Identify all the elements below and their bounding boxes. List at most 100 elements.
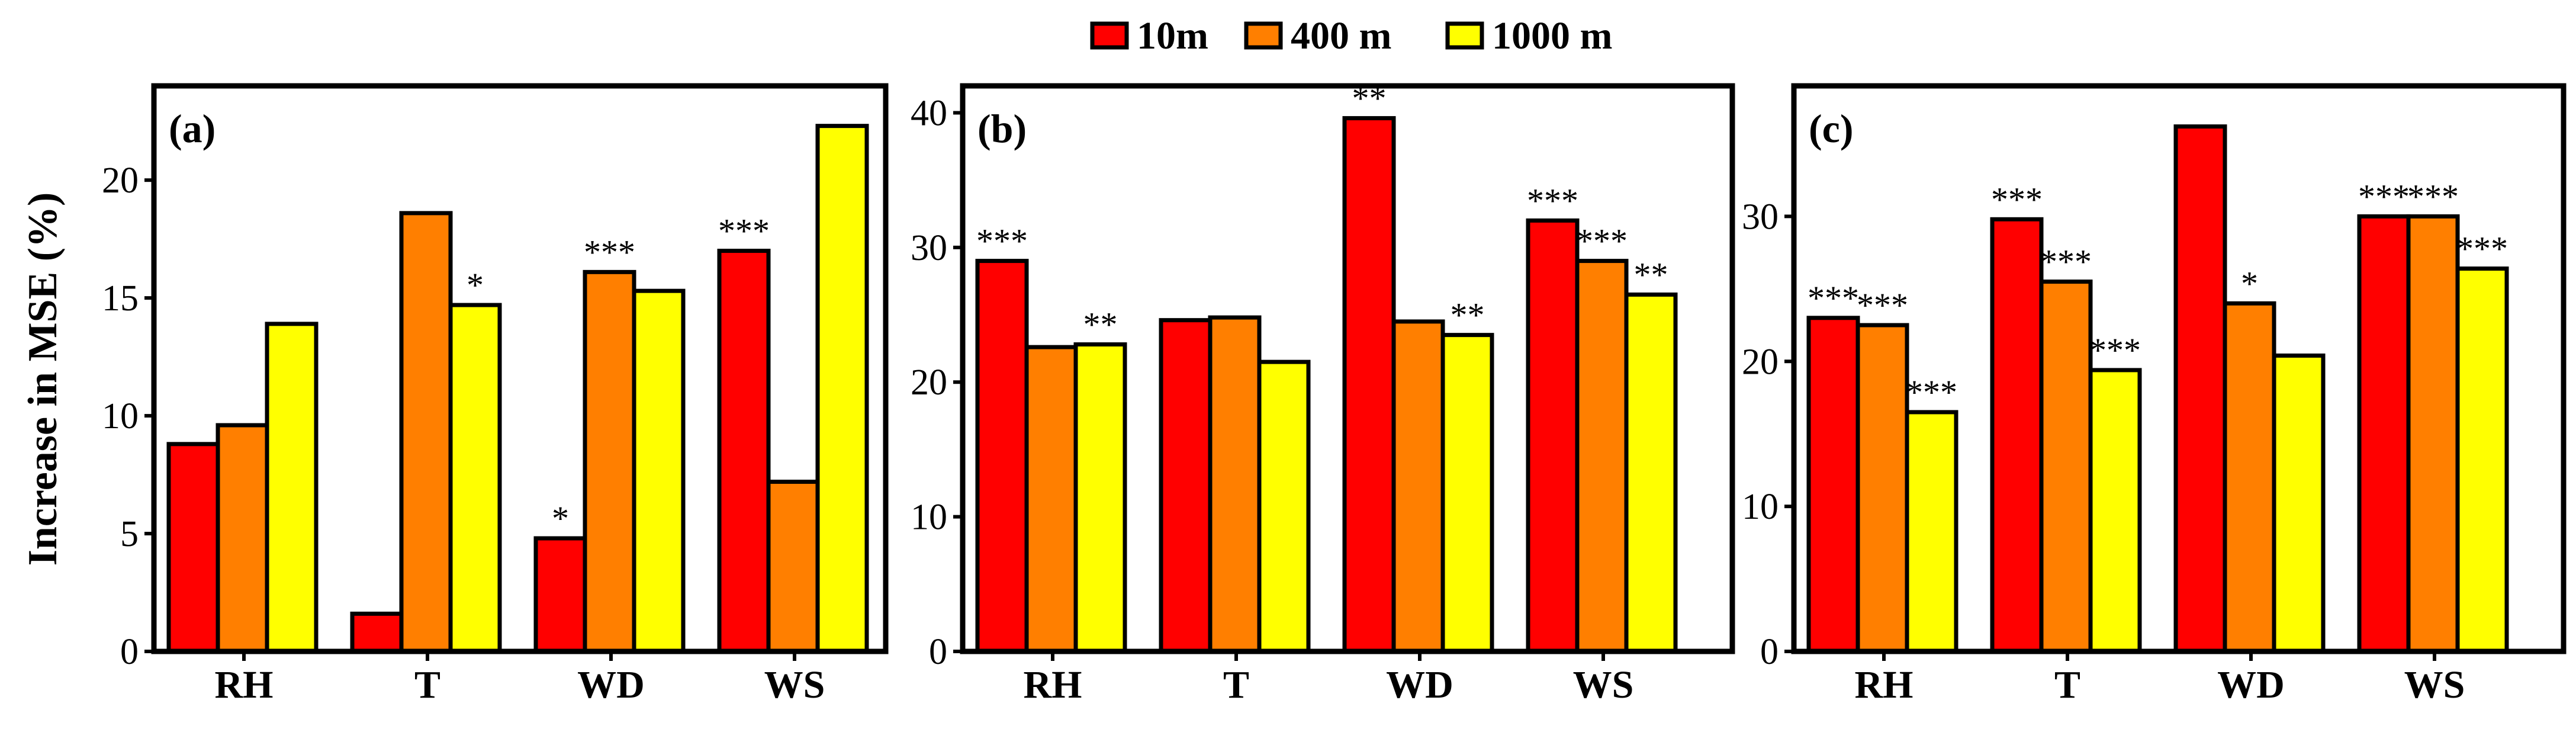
y-tick-label-5: 5 xyxy=(120,514,139,554)
x-tick-label-RH: RH xyxy=(1855,663,1913,706)
bar-WS-1000m xyxy=(2455,266,2509,654)
y-axis-label: Increase in MSE (%) xyxy=(20,192,66,566)
bar-WS-10m xyxy=(1526,218,1580,654)
legend-label-1000m: 1000 m xyxy=(1492,14,1612,57)
significance-WS-400m: *** xyxy=(2407,177,2459,216)
x-tick-label-WD: WD xyxy=(2217,663,2285,706)
legend-swatch-1000m xyxy=(1445,21,1484,50)
y-tick-label-15: 15 xyxy=(102,278,139,319)
plot-frame xyxy=(151,83,889,654)
significance-WD-1000m: ** xyxy=(1451,296,1485,335)
bar-WS-1000m xyxy=(815,124,869,654)
panel-c: *********RH*********T*WD*********WS01020… xyxy=(1742,83,2567,706)
bar-RH-400m xyxy=(216,423,269,654)
significance-RH-10m: *** xyxy=(1808,279,1859,317)
y-tick-label-10: 10 xyxy=(911,497,947,538)
bar-RH-1000m xyxy=(1905,410,1958,654)
bar-RH-1000m xyxy=(265,322,319,654)
panel-tag: (c) xyxy=(1809,106,1853,151)
significance-WS-1000m: ** xyxy=(1634,255,1668,294)
bar-RH-400m xyxy=(1024,345,1078,654)
y-tick-label-40: 40 xyxy=(911,93,947,133)
y-tick-label-10: 10 xyxy=(1742,487,1779,527)
bar-WD-1000m xyxy=(1440,333,1494,654)
y-tick-label-30: 30 xyxy=(911,228,947,268)
y-tick-label-20: 20 xyxy=(911,362,947,403)
significance-T-10m: *** xyxy=(1991,180,2043,219)
bar-WD-1000m xyxy=(632,288,686,654)
x-tick-label-WS: WS xyxy=(2404,663,2465,706)
x-tick-label-RH: RH xyxy=(1024,663,1082,706)
legend-label-10m: 10m xyxy=(1137,14,1208,57)
x-tick-label-RH: RH xyxy=(215,663,274,706)
bar-WD-10m xyxy=(2173,124,2227,654)
significance-T-400m: *** xyxy=(2040,243,2092,281)
bar-RH-1000m xyxy=(1073,342,1127,654)
x-tick-label-WD: WD xyxy=(1386,663,1453,706)
x-tick-label-WD: WD xyxy=(577,663,645,706)
x-tick-label-WS: WS xyxy=(764,663,825,706)
bar-T-400m xyxy=(1208,315,1262,654)
significance-WS-10m: *** xyxy=(718,212,770,251)
x-tick-label-T: T xyxy=(414,663,440,706)
bar-T-1000m xyxy=(448,303,502,654)
bar-WD-10m xyxy=(1342,116,1396,654)
bar-T-10m xyxy=(350,611,404,654)
bar-WS-400m xyxy=(1575,259,1629,654)
bar-T-1000m xyxy=(2088,368,2142,654)
significance-T-1000m: *** xyxy=(2089,331,2141,370)
x-tick-label-T: T xyxy=(1223,663,1249,706)
y-tick-label-0: 0 xyxy=(929,632,947,672)
bar-T-400m xyxy=(2039,280,2093,654)
legend-swatch-400m xyxy=(1244,21,1283,50)
bar-WD-1000m xyxy=(2272,353,2326,654)
bar-T-1000m xyxy=(1257,359,1311,654)
significance-WS-400m: *** xyxy=(1576,222,1628,261)
panel-tag: (a) xyxy=(169,106,216,151)
bar-RH-10m xyxy=(1806,316,1860,654)
y-tick-label-10: 10 xyxy=(102,396,139,436)
x-tick-label-T: T xyxy=(2054,663,2080,706)
bar-WD-10m xyxy=(533,536,587,654)
bar-T-10m xyxy=(1159,318,1213,654)
y-tick-label-0: 0 xyxy=(1760,632,1779,672)
bar-WS-400m xyxy=(766,480,820,654)
bar-WS-10m xyxy=(717,249,771,654)
y-tick-label-20: 20 xyxy=(102,160,139,201)
plot-frame xyxy=(960,83,1735,654)
significance-RH-10m: *** xyxy=(976,222,1028,261)
y-tick-label-0: 0 xyxy=(120,632,139,672)
legend-label-400m: 400 m xyxy=(1291,14,1391,57)
bar-WS-400m xyxy=(2406,214,2460,654)
bar-T-400m xyxy=(399,211,453,654)
bar-WD-400m xyxy=(1391,319,1445,654)
bar-T-10m xyxy=(1990,217,2044,654)
bar-WD-400m xyxy=(2223,301,2276,654)
significance-RH-400m: *** xyxy=(1857,286,1908,325)
bar-WS-10m xyxy=(2357,214,2411,654)
panel-tag: (b) xyxy=(977,106,1027,151)
y-tick-label-30: 30 xyxy=(1742,197,1779,237)
bar-WS-1000m xyxy=(1624,292,1678,654)
y-tick-label-20: 20 xyxy=(1742,342,1779,382)
significance-T-1000m: * xyxy=(467,266,484,304)
bar-RH-10m xyxy=(166,442,220,654)
significance-WD-10m: * xyxy=(552,499,569,538)
bar-RH-400m xyxy=(1855,323,1909,654)
significance-WD-400m: * xyxy=(2241,264,2258,303)
legend: 10m 400 m 1000 m xyxy=(1090,14,1612,57)
bar-WD-400m xyxy=(583,269,636,654)
x-tick-label-WS: WS xyxy=(1573,663,1634,706)
significance-WD-400m: *** xyxy=(584,233,635,271)
significance-WS-10m: *** xyxy=(1527,181,1578,220)
significance-WS-1000m: *** xyxy=(2456,230,2508,268)
bar-RH-10m xyxy=(975,259,1029,654)
significance-RH-1000m: ** xyxy=(1083,306,1118,344)
significance-RH-1000m: *** xyxy=(1906,373,1957,412)
plot-frame xyxy=(1791,83,2567,654)
legend-swatch-10m xyxy=(1090,21,1129,50)
